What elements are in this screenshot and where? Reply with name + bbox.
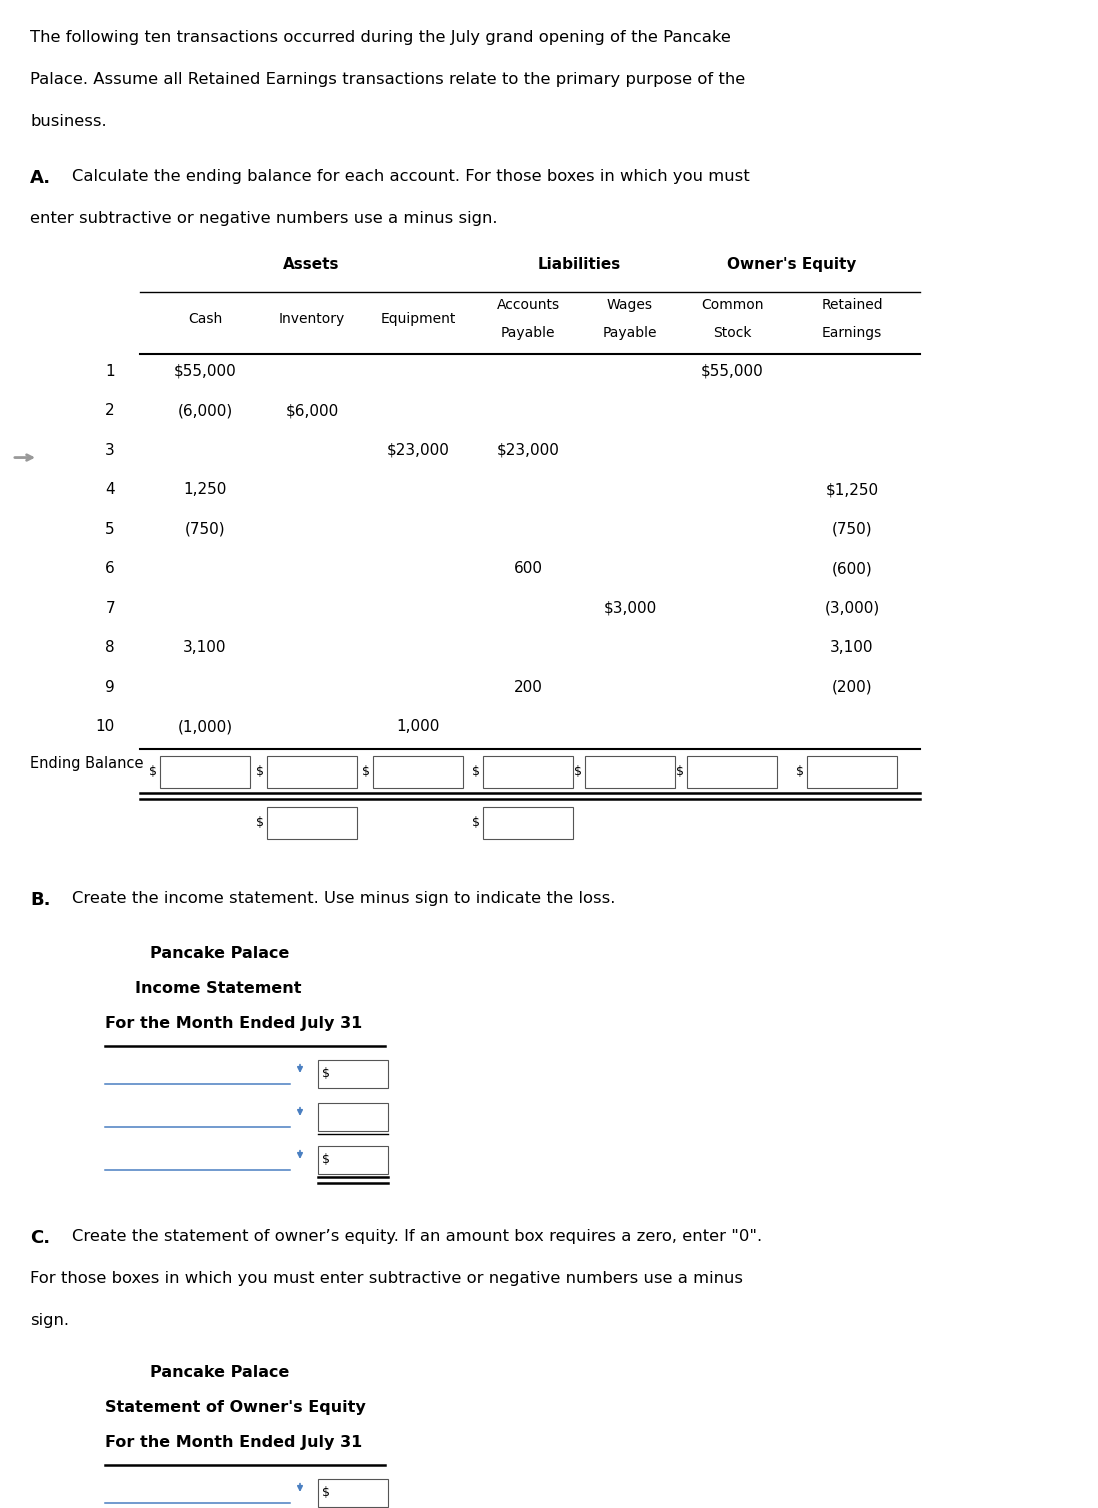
Text: $: $ xyxy=(322,1154,330,1166)
Text: Palace. Assume all Retained Earnings transactions relate to the primary purpose : Palace. Assume all Retained Earnings tra… xyxy=(30,72,746,87)
Text: Assets: Assets xyxy=(283,256,339,271)
Text: $: $ xyxy=(574,765,582,778)
Text: Create the income statement. Use minus sign to indicate the loss.: Create the income statement. Use minus s… xyxy=(72,891,615,906)
FancyBboxPatch shape xyxy=(373,756,463,787)
Text: Ending Balance: Ending Balance xyxy=(30,756,144,771)
Text: Owner's Equity: Owner's Equity xyxy=(727,256,856,271)
Text: Pancake Palace: Pancake Palace xyxy=(150,1365,290,1380)
Text: For those boxes in which you must enter subtractive or negative numbers use a mi: For those boxes in which you must enter … xyxy=(30,1271,743,1286)
Text: $3,000: $3,000 xyxy=(604,600,657,615)
Text: 4: 4 xyxy=(105,483,115,498)
Text: 600: 600 xyxy=(514,561,542,576)
Text: $55,000: $55,000 xyxy=(701,363,763,379)
Text: enter subtractive or negative numbers use a minus sign.: enter subtractive or negative numbers us… xyxy=(30,211,497,226)
Text: The following ten transactions occurred during the July grand opening of the Pan: The following ten transactions occurred … xyxy=(30,30,731,45)
FancyBboxPatch shape xyxy=(160,756,250,787)
Text: business.: business. xyxy=(30,115,107,130)
Text: Common: Common xyxy=(701,297,763,312)
Text: (6,000): (6,000) xyxy=(178,403,233,418)
Text: $1,250: $1,250 xyxy=(826,483,878,498)
Text: (1,000): (1,000) xyxy=(178,719,233,734)
FancyBboxPatch shape xyxy=(267,756,357,787)
Text: (750): (750) xyxy=(831,522,872,537)
Text: (200): (200) xyxy=(831,680,872,695)
FancyBboxPatch shape xyxy=(318,1479,388,1506)
Text: (600): (600) xyxy=(831,561,873,576)
Text: 1: 1 xyxy=(105,363,115,379)
Text: $: $ xyxy=(472,816,480,829)
Text: $: $ xyxy=(322,1068,330,1080)
Text: For the Month Ended July 31: For the Month Ended July 31 xyxy=(105,1016,362,1031)
Text: Stock: Stock xyxy=(713,326,751,339)
Text: Income Statement: Income Statement xyxy=(135,980,302,995)
FancyBboxPatch shape xyxy=(687,756,777,787)
Text: Create the statement of owner’s equity. If an amount box requires a zero, enter : Create the statement of owner’s equity. … xyxy=(72,1229,762,1244)
Text: Pancake Palace: Pancake Palace xyxy=(150,946,290,961)
Text: 1,000: 1,000 xyxy=(396,719,439,734)
Text: Equipment: Equipment xyxy=(380,312,456,326)
Text: 7: 7 xyxy=(105,600,115,615)
FancyBboxPatch shape xyxy=(318,1060,388,1087)
Text: 5: 5 xyxy=(105,522,115,537)
Text: $55,000: $55,000 xyxy=(173,363,236,379)
Text: $: $ xyxy=(322,1487,330,1499)
Text: Retained: Retained xyxy=(821,297,883,312)
Text: Statement of Owner's Equity: Statement of Owner's Equity xyxy=(105,1399,366,1415)
Text: (3,000): (3,000) xyxy=(825,600,879,615)
Text: 10: 10 xyxy=(96,719,115,734)
Text: 2: 2 xyxy=(105,403,115,418)
FancyBboxPatch shape xyxy=(807,756,897,787)
FancyBboxPatch shape xyxy=(267,807,357,838)
Text: Earnings: Earnings xyxy=(822,326,882,339)
FancyBboxPatch shape xyxy=(318,1146,388,1173)
Text: $6,000: $6,000 xyxy=(285,403,338,418)
Text: $: $ xyxy=(362,765,370,778)
Text: $: $ xyxy=(256,765,264,778)
Text: 3,100: 3,100 xyxy=(830,641,874,656)
Text: Payable: Payable xyxy=(501,326,556,339)
Text: 9: 9 xyxy=(105,680,115,695)
Text: $: $ xyxy=(256,816,264,829)
Text: Liabilities: Liabilities xyxy=(537,256,620,271)
Text: 6: 6 xyxy=(105,561,115,576)
FancyBboxPatch shape xyxy=(318,1102,388,1131)
Text: Calculate the ending balance for each account. For those boxes in which you must: Calculate the ending balance for each ac… xyxy=(72,169,750,184)
Text: Inventory: Inventory xyxy=(279,312,345,326)
Text: $23,000: $23,000 xyxy=(496,443,560,458)
Text: $23,000: $23,000 xyxy=(386,443,449,458)
Text: 8: 8 xyxy=(105,641,115,656)
Text: Wages: Wages xyxy=(607,297,653,312)
Text: Cash: Cash xyxy=(188,312,222,326)
Text: 1,250: 1,250 xyxy=(183,483,226,498)
Text: $: $ xyxy=(149,765,157,778)
Text: A.: A. xyxy=(30,169,52,187)
Text: For the Month Ended July 31: For the Month Ended July 31 xyxy=(105,1434,362,1449)
FancyBboxPatch shape xyxy=(483,807,573,838)
Text: B.: B. xyxy=(30,891,51,909)
Text: Accounts: Accounts xyxy=(496,297,560,312)
Text: 200: 200 xyxy=(514,680,542,695)
FancyBboxPatch shape xyxy=(483,756,573,787)
Text: $: $ xyxy=(472,765,480,778)
Text: C.: C. xyxy=(30,1229,51,1247)
FancyBboxPatch shape xyxy=(585,756,675,787)
Text: $: $ xyxy=(796,765,804,778)
Text: 3: 3 xyxy=(105,443,115,458)
Text: sign.: sign. xyxy=(30,1313,69,1329)
Text: $: $ xyxy=(676,765,684,778)
Text: 3,100: 3,100 xyxy=(183,641,227,656)
Text: (750): (750) xyxy=(184,522,225,537)
Text: Payable: Payable xyxy=(603,326,658,339)
